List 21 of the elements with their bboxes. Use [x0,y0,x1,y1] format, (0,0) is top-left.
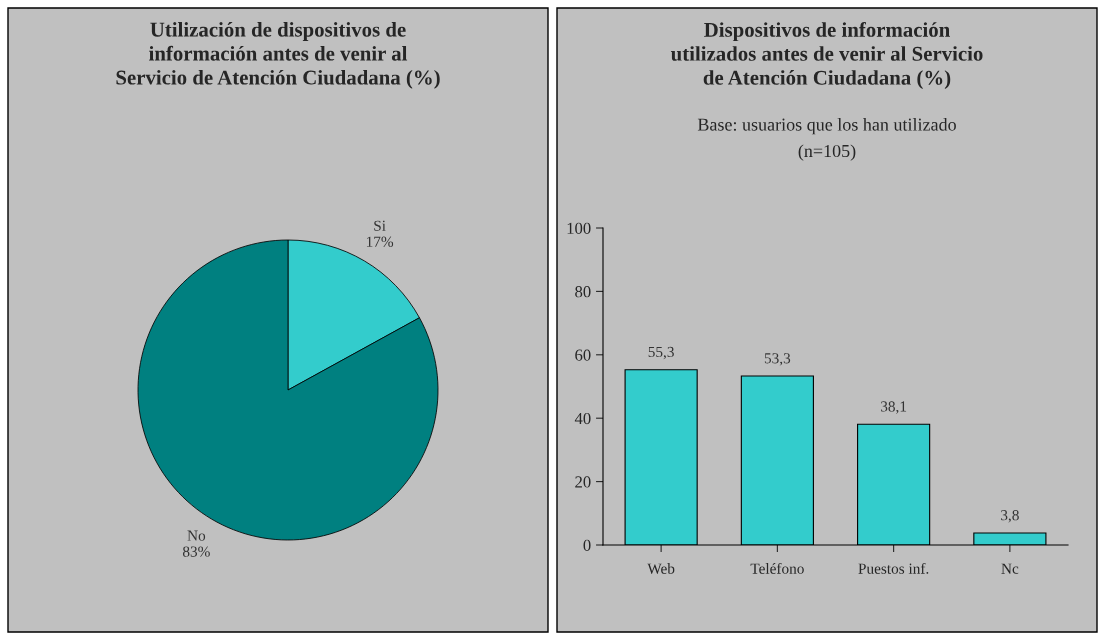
data-label: 53,3 [764,353,791,366]
data-label: 3,8 [1001,510,1019,523]
x-tick-label: Web [647,563,675,574]
data-label: 55,3 [648,346,674,360]
y-tick-label: 100 [567,222,591,234]
slice-label: No [187,530,206,541]
chart-subtitle: Base: usuarios que los han utilizado (n=105) [697,118,956,161]
y-tick-label: 20 [575,476,591,488]
chart-title: Utilización de dispositivos de información antes de venir al Servicio de Atención Ciudadana (%) [116,22,440,89]
y-tick-label: 80 [575,286,591,298]
y-tick-label: 40 [574,412,591,425]
data-label: 83% [182,546,210,557]
x-tick-label: Nc [1001,563,1019,574]
y-tick-label: 0 [583,539,591,551]
x-tick-label: Teléfono [750,562,804,574]
data-label: 17% [366,236,394,247]
slice-label: Si [374,220,386,231]
x-tick-label: Puestos inf. [858,562,929,574]
y-tick-label: 60 [575,349,591,361]
data-label: 38,1 [880,401,907,414]
chart-title: Dispositivos de información utilizados antes de venir al Servicio de Atención Ciudadana (%) [670,22,983,90]
